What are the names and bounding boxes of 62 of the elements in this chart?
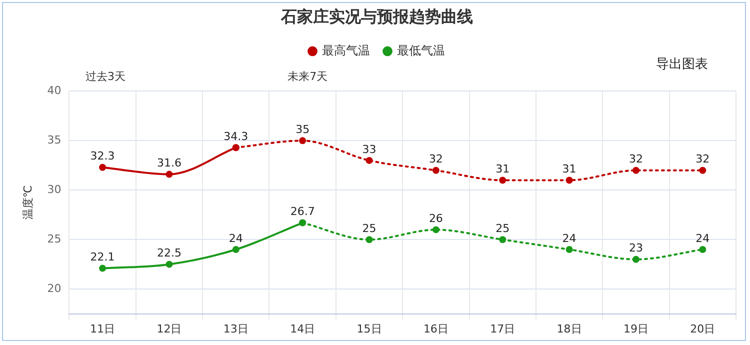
data-label: 25 <box>496 222 510 235</box>
point <box>699 246 706 253</box>
text: 过去3天 <box>86 69 126 84</box>
data-label: 22.5 <box>156 246 182 260</box>
x-tick-label: 15日 <box>356 322 382 336</box>
text: 导出图表 <box>656 55 708 74</box>
y-axis-title: 温度℃ <box>21 185 34 220</box>
point <box>432 226 440 234</box>
data-label: 26 <box>428 212 443 226</box>
x-tick-label: 17日 <box>490 322 516 336</box>
point <box>566 246 573 253</box>
data-label: 32 <box>428 152 443 166</box>
point <box>566 176 573 184</box>
point <box>632 256 640 263</box>
x-tick-label: 19日 <box>623 322 648 336</box>
data-label: 32 <box>628 152 643 166</box>
data-label: 24 <box>562 232 576 245</box>
y-tick-label: 40 <box>47 84 62 98</box>
y-tick-label: 30 <box>47 182 62 196</box>
point <box>366 156 373 164</box>
point <box>499 236 506 244</box>
data-label: 24 <box>696 232 710 245</box>
point <box>699 166 706 174</box>
x-tick-label: 12日 <box>156 322 182 336</box>
point <box>432 166 440 174</box>
data-label: 31 <box>562 162 576 176</box>
point <box>366 236 373 244</box>
point <box>232 144 240 152</box>
data-label: 32.3 <box>90 150 115 163</box>
text: 未来7天 <box>288 69 328 84</box>
x-tick-label: 16日 <box>423 322 448 336</box>
data-label: 26.7 <box>290 205 315 218</box>
x-tick-label: 18日 <box>556 322 582 336</box>
legend-label: 最高气温 <box>322 43 370 58</box>
x-tick-label: 20日 <box>690 322 716 336</box>
point <box>499 176 506 184</box>
point <box>232 246 240 253</box>
data-label: 22.1 <box>90 250 115 264</box>
x-tick-label: 14日 <box>290 322 316 336</box>
data-label: 32 <box>696 152 710 166</box>
x-tick-label: 13日 <box>223 322 248 336</box>
y-tick-label: 20 <box>47 282 62 295</box>
chart-title: 石家庄实况与预报趋势曲线 <box>280 6 473 26</box>
point <box>632 166 640 174</box>
data-label: 25 <box>362 222 376 235</box>
point <box>99 264 106 272</box>
x-tick-label: 11日 <box>90 322 116 336</box>
data-label: 31.6 <box>156 156 182 170</box>
data-label: 24 <box>228 232 243 245</box>
data-label: 34.3 <box>224 130 248 143</box>
point <box>99 164 106 171</box>
y-tick-label: 25 <box>47 232 62 246</box>
y-tick-label: 35 <box>47 134 62 147</box>
point <box>299 137 306 144</box>
legend-label: 最低气温 <box>397 43 445 58</box>
data-label: 31 <box>496 162 510 176</box>
data-label: 35 <box>296 123 310 136</box>
point <box>166 260 173 268</box>
point <box>166 170 173 178</box>
data-label: 33 <box>362 142 376 156</box>
data-label: 23 <box>628 242 643 255</box>
point <box>299 219 306 226</box>
